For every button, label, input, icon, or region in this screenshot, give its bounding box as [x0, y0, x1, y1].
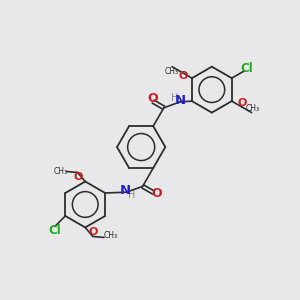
Text: O: O	[89, 227, 98, 237]
Text: CH₃: CH₃	[245, 104, 259, 113]
Text: N: N	[120, 184, 131, 197]
Text: O: O	[74, 172, 83, 182]
Text: N: N	[175, 94, 186, 107]
Text: Cl: Cl	[48, 224, 61, 237]
Text: CH₃: CH₃	[103, 231, 118, 240]
Text: O: O	[238, 98, 247, 108]
Text: CH₃: CH₃	[165, 67, 179, 76]
Text: O: O	[152, 187, 162, 200]
Text: O: O	[147, 92, 158, 105]
Text: Cl: Cl	[240, 62, 253, 75]
Text: H: H	[171, 93, 178, 103]
Text: O: O	[178, 71, 188, 81]
Text: H: H	[128, 190, 136, 200]
Text: CH₃: CH₃	[54, 167, 68, 176]
